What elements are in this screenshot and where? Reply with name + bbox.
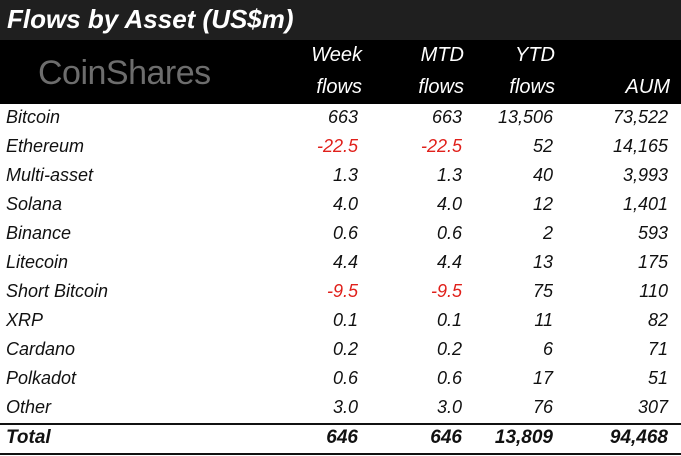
bottom-border [0,453,681,455]
cell-week: 663 [327,107,358,127]
asset-name: Solana [6,194,63,214]
table-row: Litecoin 4.4 4.4 13 175 [0,249,681,278]
cell-mtd: 0.6 [436,368,462,388]
cell-week: 0.2 [332,339,358,359]
cell-mtd: -22.5 [420,136,462,156]
table-row: Solana 4.0 4.0 12 1,401 [0,191,681,220]
asset-name: Cardano [6,339,76,359]
cell-mtd: 0.2 [436,339,462,359]
cell-aum: 1,401 [622,194,668,214]
cell-aum: 51 [647,368,668,388]
asset-name: Other [6,397,52,417]
cell-mtd: -9.5 [430,281,462,301]
cell-ytd: 13,506 [497,107,553,127]
header-mtd-line1: MTD [420,44,464,66]
cell-ytd: 11 [534,310,553,330]
cell-ytd: 13 [532,252,553,272]
title-bar: Flows by Asset (US$m) [0,0,681,40]
total-divider [0,423,681,425]
cell-aum: 175 [637,252,668,272]
cell-aum: 73,522 [612,107,668,127]
table-row: XRP 0.1 0.1 11 82 [0,307,681,336]
asset-name: Litecoin [6,252,69,272]
cell-ytd: 76 [532,397,553,417]
cell-aum: 593 [637,223,668,243]
coinshares-logo: CoinShares [38,54,211,92]
asset-name: Ethereum [6,136,85,156]
cell-aum: 110 [639,281,668,301]
cell-ytd: 75 [532,281,553,301]
cell-week: 0.6 [332,368,358,388]
total-mtd: 646 [430,427,462,448]
cell-week: 3.0 [332,397,358,417]
total-row: Total 646 646 13,809 94,468 [0,424,681,453]
cell-week: -22.5 [316,136,358,156]
table-row: Other 3.0 3.0 76 307 [0,394,681,423]
cell-mtd: 663 [431,107,462,127]
table-header: CoinShares Week flows MTD flows YTD flow… [0,40,681,104]
asset-name: Binance [6,223,72,243]
cell-mtd: 3.0 [436,397,462,417]
cell-ytd: 17 [532,368,553,388]
table-row: Ethereum -22.5 -22.5 52 14,165 [0,133,681,162]
cell-mtd: 1.3 [436,165,462,185]
cell-week: 4.0 [332,194,358,214]
asset-name: Bitcoin [6,107,61,127]
table-row: Short Bitcoin -9.5 -9.5 75 110 [0,278,681,307]
cell-ytd: 6 [542,339,553,359]
cell-ytd: 12 [532,194,553,214]
table-row: Cardano 0.2 0.2 6 71 [0,336,681,365]
header-week-line2: flows [316,76,362,98]
total-label: Total [6,427,51,448]
cell-week: -9.5 [326,281,358,301]
header-ytd-line2: flows [509,76,555,98]
cell-week: 4.4 [332,252,358,272]
table-row: Bitcoin 663 663 13,506 73,522 [0,104,681,133]
total-aum: 94,468 [609,427,668,448]
cell-ytd: 52 [532,136,553,156]
total-ytd: 13,809 [494,427,553,448]
table-row: Polkadot 0.6 0.6 17 51 [0,365,681,394]
cell-week: 0.6 [332,223,358,243]
cell-aum: 3,993 [622,165,668,185]
cell-aum: 14,165 [612,136,668,156]
cell-aum: 71 [647,339,668,359]
cell-aum: 307 [637,397,668,417]
table-title: Flows by Asset (US$m) [7,4,294,34]
header-aum-line2: AUM [625,76,670,98]
table-row: Multi-asset 1.3 1.3 40 3,993 [0,162,681,191]
asset-name: XRP [6,310,44,330]
cell-mtd: 4.0 [436,194,462,214]
cell-mtd: 0.6 [436,223,462,243]
asset-name: Polkadot [6,368,77,388]
cell-week: 0.1 [332,310,358,330]
total-week: 646 [326,427,358,448]
cell-ytd: 40 [532,165,553,185]
cell-ytd: 2 [542,223,553,243]
cell-aum: 82 [647,310,668,330]
cell-mtd: 0.1 [436,310,462,330]
header-mtd-line2: flows [418,76,464,98]
asset-name: Multi-asset [6,165,94,185]
cell-week: 1.3 [332,165,358,185]
header-ytd-line1: YTD [515,44,555,66]
asset-name: Short Bitcoin [6,281,109,301]
header-week-line1: Week [311,44,362,66]
table-row: Binance 0.6 0.6 2 593 [0,220,681,249]
cell-mtd: 4.4 [436,252,462,272]
